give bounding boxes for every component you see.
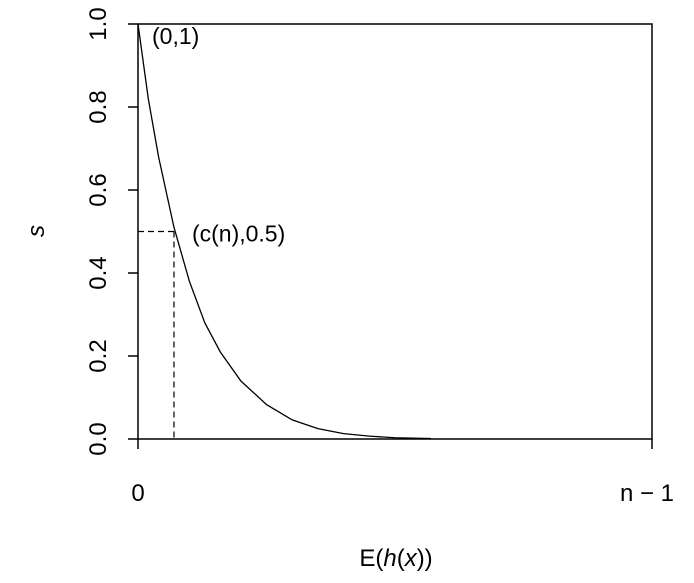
annotation-label: (c(n),0.5) <box>192 221 285 247</box>
y-tick-label: 0.0 <box>85 422 112 455</box>
series-line <box>137 23 431 440</box>
y-tick-label: 0.4 <box>85 256 112 289</box>
y-tick-label: 0.2 <box>85 339 112 372</box>
x-tick-label: n − 1 <box>620 480 674 507</box>
reference-lines <box>138 230 175 439</box>
y-tick-label: 0.8 <box>85 90 112 123</box>
annotation-label: (0,1) <box>152 23 199 49</box>
y-tick-label: 1.0 <box>85 7 112 40</box>
ticks: 0.0 0.2 0.4 0.6 0.8 1.0 0 n − 1 <box>85 7 674 507</box>
x-axis-title: E(h(x)) <box>359 545 432 572</box>
annotations: (0,1) (c(n),0.5) <box>152 23 285 247</box>
x-tick-label: 0 <box>131 480 144 507</box>
y-axis-title: s <box>23 225 50 237</box>
y-tick-label: 0.6 <box>85 173 112 206</box>
